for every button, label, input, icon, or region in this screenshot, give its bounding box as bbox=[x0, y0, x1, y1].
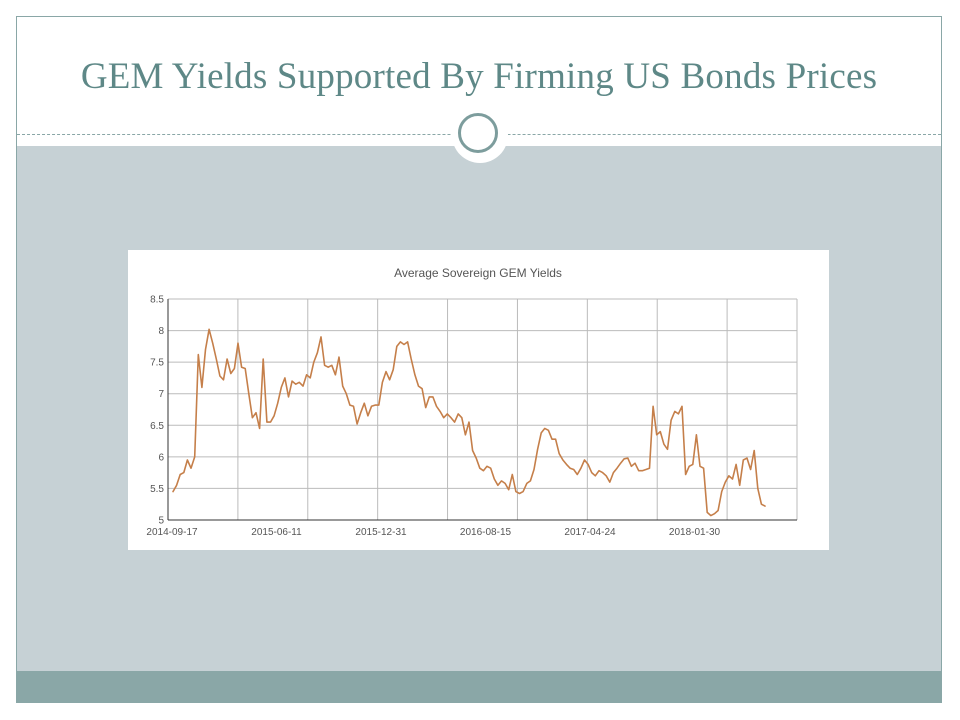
chart-card: Average Sovereign GEM Yields 5 5.5 6 6.5 7 7.… bbox=[128, 250, 829, 550]
line-chart: Average Sovereign GEM Yields 5 5.5 6 6.5 7 7.… bbox=[146, 266, 798, 538]
x-tick-label: 2016-08-15 bbox=[460, 527, 512, 538]
x-tick-label: 2015-12-31 bbox=[355, 527, 407, 538]
y-tick-label: 5.5 bbox=[150, 484, 164, 495]
ornament-ring-icon bbox=[458, 113, 498, 153]
y-tick-label: 6.5 bbox=[150, 421, 164, 432]
x-tick-label: 2018-01-30 bbox=[669, 527, 721, 538]
y-tick-label: 7.5 bbox=[150, 358, 164, 369]
x-tick-label: 2015-06-11 bbox=[251, 527, 302, 538]
x-tick-label: 2014-09-17 bbox=[146, 527, 198, 538]
y-tick-label: 5 bbox=[158, 516, 164, 527]
y-tick-label: 7 bbox=[158, 389, 164, 400]
series-line bbox=[172, 328, 766, 517]
x-tick-label: 2017-04-24 bbox=[564, 527, 616, 538]
y-tick-label: 6 bbox=[158, 452, 164, 463]
y-tick-label: 8 bbox=[158, 326, 164, 337]
footer-band bbox=[17, 671, 941, 702]
y-tick-label: 8.5 bbox=[150, 295, 164, 306]
chart-title: Average Sovereign GEM Yields bbox=[394, 266, 562, 280]
slide-title: GEM Yields Supported By Firming US Bonds… bbox=[80, 56, 878, 97]
